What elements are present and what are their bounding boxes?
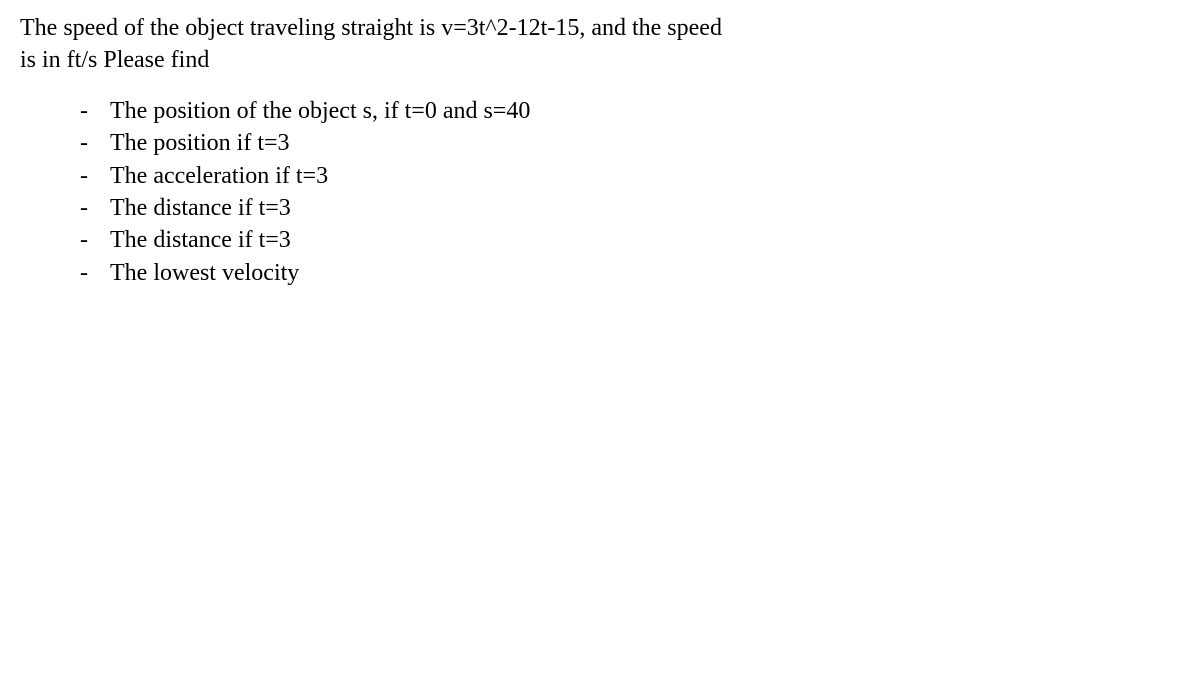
list-item: The position if t=3 bbox=[80, 127, 1180, 159]
problem-statement: The speed of the object traveling straig… bbox=[20, 12, 1180, 77]
list-item: The lowest velocity bbox=[80, 257, 1180, 289]
list-item-text: The distance if t=3 bbox=[110, 195, 291, 221]
list-item: The position of the object s, if t=0 and… bbox=[80, 95, 1180, 127]
list-item-text: The lowest velocity bbox=[110, 260, 299, 286]
list-item: The distance if t=3 bbox=[80, 192, 1180, 224]
question-list: The position of the object s, if t=0 and… bbox=[20, 95, 1180, 289]
list-item-text: The position if t=3 bbox=[110, 130, 290, 156]
list-item: The distance if t=3 bbox=[80, 224, 1180, 256]
list-item: The acceleration if t=3 bbox=[80, 160, 1180, 192]
list-item-text: The acceleration if t=3 bbox=[110, 163, 328, 189]
intro-line-2: is in ft/s Please find bbox=[20, 47, 209, 73]
list-item-text: The distance if t=3 bbox=[110, 227, 291, 253]
list-item-text: The position of the object s, if t=0 and… bbox=[110, 98, 530, 124]
intro-line-1: The speed of the object traveling straig… bbox=[20, 15, 722, 41]
